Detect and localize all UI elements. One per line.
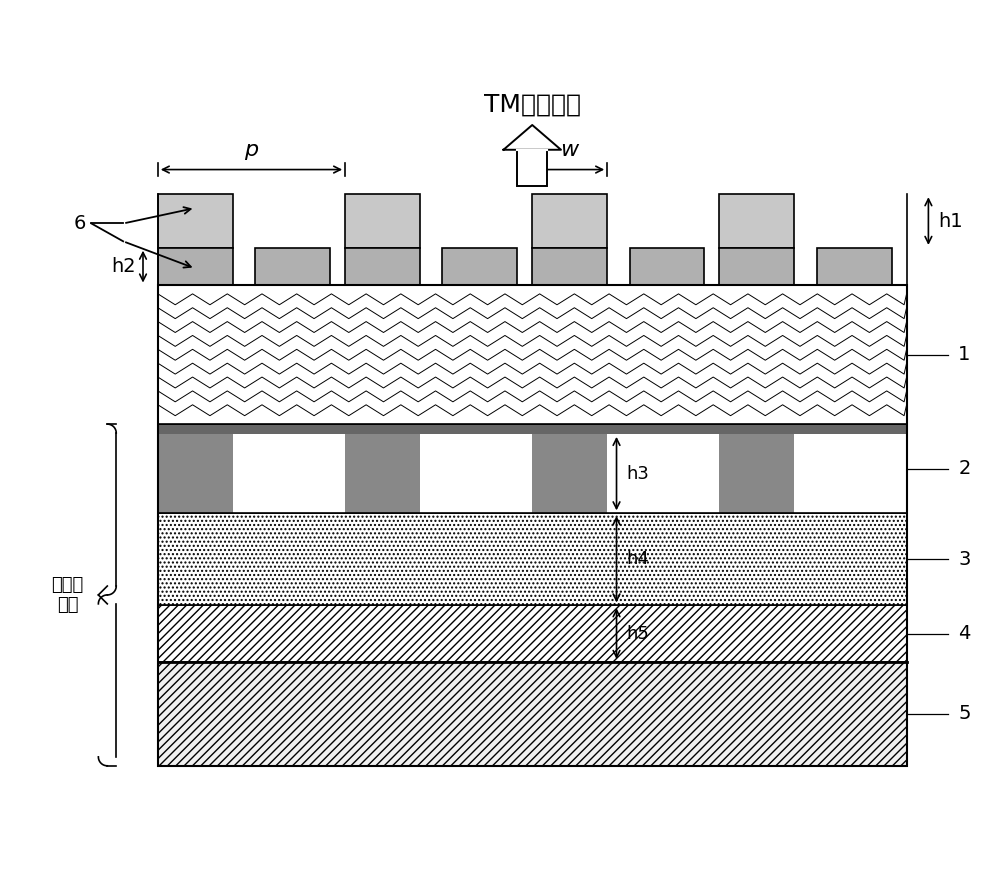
Bar [532,248,607,285]
Bar [255,248,330,285]
Bar [517,149,547,187]
Text: p: p [244,140,259,160]
Text: h5: h5 [626,625,649,642]
Bar [719,434,794,514]
Bar [532,434,607,514]
Bar [532,195,607,248]
Bar [158,606,907,662]
Text: h4: h4 [626,550,649,568]
Bar [420,434,532,514]
Text: w: w [561,140,579,160]
Text: 偏振态
转换: 偏振态 转换 [51,575,84,614]
Bar [233,434,345,514]
Text: h1: h1 [938,211,963,230]
Bar [345,195,420,248]
Bar [158,434,233,514]
Bar [442,248,517,285]
Text: h2: h2 [111,257,136,276]
Bar [817,248,892,285]
Bar [345,434,420,514]
Text: 2: 2 [958,459,971,478]
Polygon shape [503,125,561,149]
Text: TM偏振出光: TM偏振出光 [484,93,581,117]
Bar [158,285,907,424]
Text: 4: 4 [958,624,971,643]
Text: 5: 5 [958,704,971,723]
Bar [158,424,907,514]
Bar [158,248,233,285]
Text: 6: 6 [74,214,86,233]
Bar [607,434,719,514]
Bar [158,606,907,662]
Bar [158,662,907,766]
Bar [630,248,704,285]
Bar [158,285,907,766]
Text: 1: 1 [958,345,971,364]
Bar [158,195,233,248]
Bar [794,434,907,514]
Bar [719,248,794,285]
Bar [345,248,420,285]
Bar [158,424,907,514]
Bar [158,514,907,606]
Text: h3: h3 [626,465,649,482]
Bar [158,424,907,434]
Bar [719,195,794,248]
Text: 3: 3 [958,550,971,569]
